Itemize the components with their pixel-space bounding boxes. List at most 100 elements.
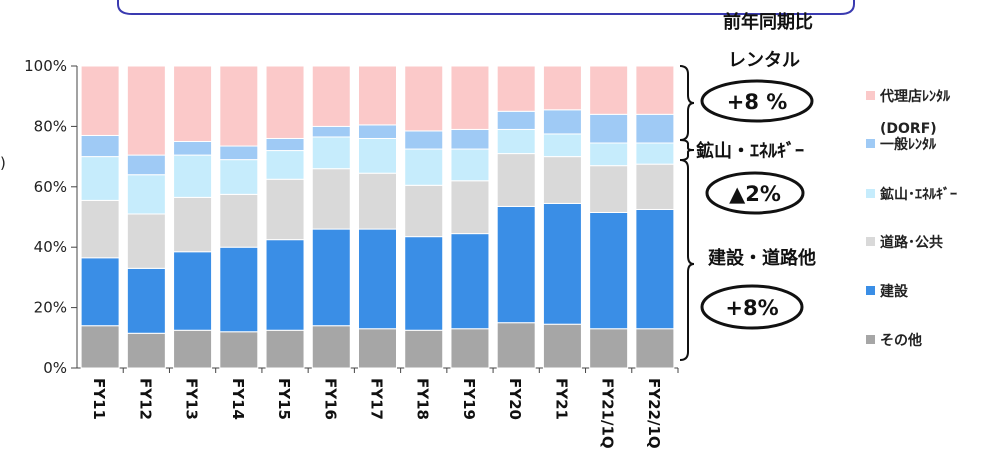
bar-segment	[219, 145, 259, 161]
annotation-construction-oval	[700, 284, 804, 330]
bar-segment	[450, 65, 490, 130]
y-tick-label: 60%	[34, 178, 67, 196]
bar-segment	[635, 65, 675, 115]
bar-segment	[126, 174, 166, 215]
annotation-construction-label: 建設・道路他	[708, 247, 816, 269]
annotation-rental-label: レンタル	[728, 50, 800, 71]
bar-segment	[126, 65, 166, 156]
y-tick-label: 100%	[24, 57, 67, 75]
bar-segment	[542, 65, 582, 111]
y-tick-label: 40%	[34, 238, 67, 256]
bar-segment	[311, 325, 351, 369]
bar-segment	[635, 328, 675, 369]
y-tick-labels: 0% 20% 40% 60% 80% 100%	[24, 57, 67, 377]
bar-segment	[358, 328, 397, 369]
bar-segment	[404, 130, 444, 150]
banner-box-edge	[117, 0, 855, 15]
bar-segment	[265, 239, 305, 331]
bar-segment	[635, 113, 675, 144]
bar-segment	[496, 322, 536, 369]
brackets	[679, 65, 695, 361]
x-tick-label: FY22/1Q	[645, 378, 663, 449]
legend-note: (DORF)	[880, 121, 937, 137]
bar-segment	[265, 150, 305, 180]
x-tick-labels: FY11 FY12 FY13 FY14 FY15 FY16 FY17 FY18 FY19 FY20…	[90, 378, 663, 449]
bar-segment	[450, 128, 490, 150]
bar-segment	[404, 148, 444, 186]
legend-label: 一般ﾚﾝﾀﾙ	[880, 136, 937, 153]
legend-swatch	[866, 189, 875, 198]
bar-segment	[496, 205, 536, 324]
bar-segment	[173, 329, 213, 369]
bar-segment	[589, 65, 629, 115]
bar-segment	[219, 193, 259, 248]
legend-label: 建設	[880, 283, 909, 300]
bar-segment	[542, 323, 582, 369]
bar-segment	[311, 168, 351, 230]
annotation-mining-value: ▲2%	[729, 182, 781, 206]
x-tick-label: FY16	[321, 378, 339, 420]
bar-segment	[358, 65, 397, 126]
bar-segment	[219, 331, 259, 369]
bar-segment	[311, 125, 351, 138]
bar-segment	[265, 329, 305, 369]
bar-segment	[358, 124, 397, 139]
bracket-construction	[679, 159, 695, 361]
bar-segment	[404, 236, 444, 331]
x-tick-label: FY19	[460, 378, 478, 420]
x-tick-label: FY13	[183, 378, 201, 420]
bar-segment	[496, 128, 536, 155]
bar-segment	[589, 113, 629, 144]
x-tick-label: FY20	[506, 378, 524, 420]
annotation-mining-oval	[705, 171, 805, 215]
legend-swatch	[866, 237, 875, 246]
bar-segment	[589, 328, 629, 369]
x-tick-label: FY21/1Q	[599, 378, 617, 449]
y-tick-label: 80%	[34, 117, 67, 135]
bar-segment	[635, 142, 675, 165]
bar-segment	[311, 228, 351, 327]
bar-segment	[311, 136, 351, 170]
annotation-construction-value: +8%	[725, 296, 778, 320]
legend-label: 代理店ﾚﾝﾀﾙ	[879, 88, 951, 105]
bar-segment	[173, 196, 213, 253]
bars	[80, 65, 675, 369]
bar-segment	[173, 154, 213, 198]
bar-segment	[265, 65, 305, 139]
x-tick-label: FY12	[136, 378, 154, 420]
bar-segment	[542, 202, 582, 325]
bar-segment	[635, 208, 675, 330]
bar-segment	[219, 246, 259, 333]
bar-segment	[80, 257, 120, 327]
annotation-mining-label: 鉱山・ｴﾈﾙｷﾞｰ	[696, 140, 804, 162]
bar-segment	[450, 180, 490, 235]
bar-segment	[404, 329, 444, 369]
bar-segment	[173, 141, 213, 156]
bar-segment	[358, 172, 397, 230]
bar-segment	[450, 148, 490, 182]
bar-segment	[542, 109, 582, 135]
legend-swatch	[866, 335, 875, 344]
bar-segment	[404, 65, 444, 132]
bracket-mining	[679, 139, 695, 161]
bar-segment	[358, 137, 397, 174]
y-tick-label: 20%	[34, 299, 67, 317]
bar-segment	[496, 65, 536, 112]
bar-segment	[404, 184, 444, 238]
bar-segment	[80, 156, 120, 201]
bar-segment	[219, 65, 259, 147]
bar-segment	[126, 154, 166, 176]
bar-segment	[219, 159, 259, 195]
x-tick-label: FY14	[229, 378, 247, 420]
bar-segment	[358, 228, 397, 330]
bar-segment	[80, 325, 120, 369]
x-tick-label: FY17	[368, 378, 386, 420]
bar-segment	[450, 233, 490, 330]
bar-segment	[80, 199, 120, 259]
legend-label: 鉱山･ｴﾈﾙｷﾞｰ	[880, 186, 957, 203]
bar-segment	[126, 213, 166, 269]
annotation-title: 前年同期比	[723, 11, 813, 33]
x-tick-label: FY21	[552, 378, 570, 420]
